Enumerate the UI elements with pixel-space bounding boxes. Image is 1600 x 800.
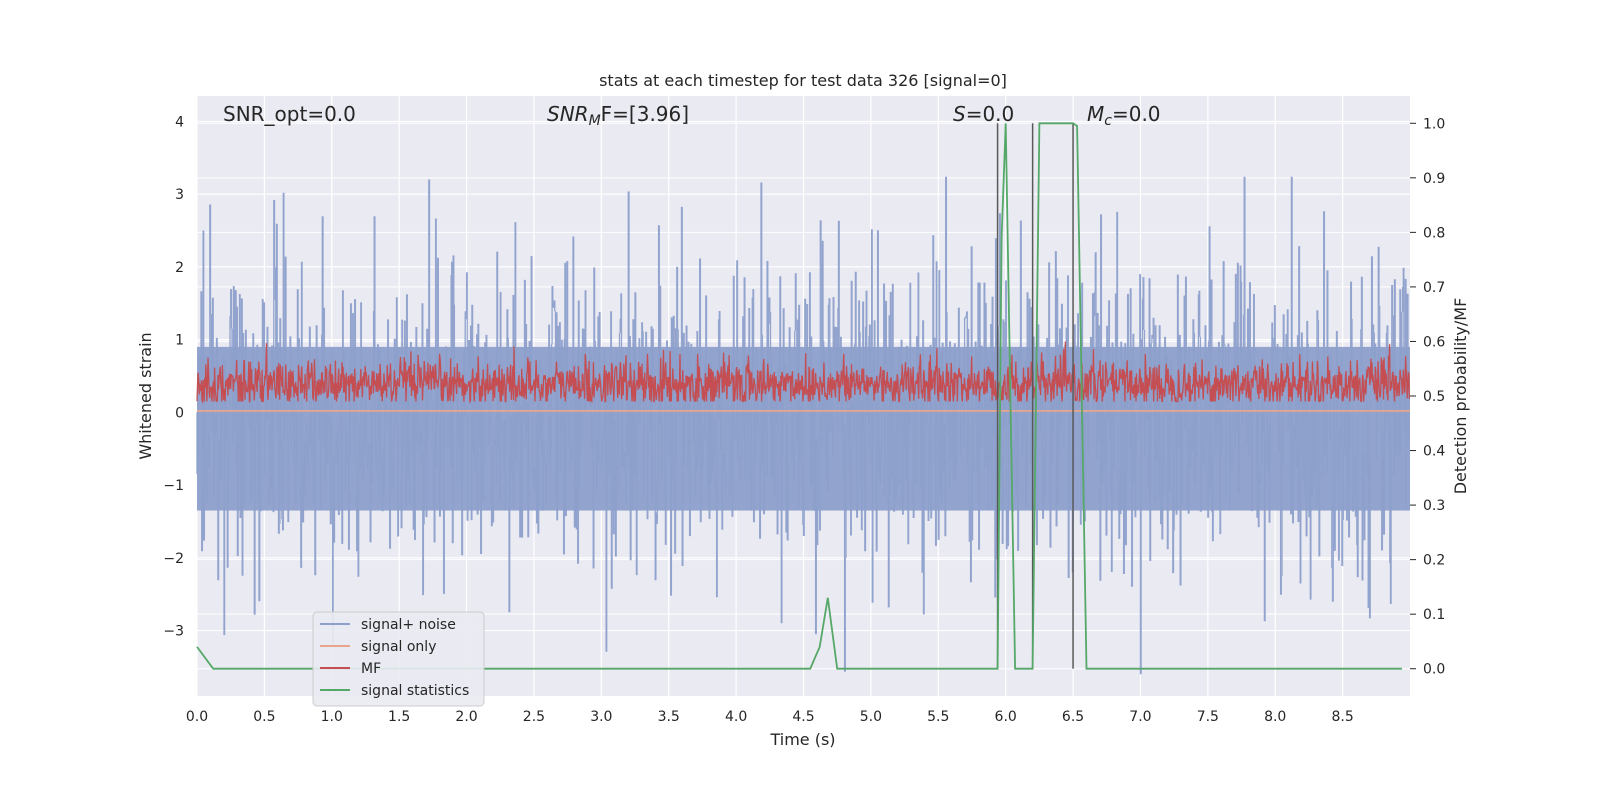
chart-title: stats at each timestep for test data 326… <box>599 71 1007 90</box>
x-tick-label: 0.5 <box>253 709 275 725</box>
x-tick-label: 1.0 <box>321 709 343 725</box>
x-tick-label: 2.5 <box>523 709 545 725</box>
y-right-tick-label: 0.7 <box>1423 280 1445 296</box>
y-tick-label: −3 <box>163 624 184 640</box>
y-axis-label: Whitened strain <box>136 332 155 459</box>
x-tick-label: 3.0 <box>590 709 612 725</box>
x-tick-label: 8.5 <box>1331 709 1353 725</box>
x-tick-label: 4.0 <box>725 709 747 725</box>
y-right-tick-label: 0.2 <box>1423 553 1445 569</box>
annotation-mc: Mc=0.0 <box>1087 102 1161 129</box>
y-right-tick-label: 0.9 <box>1423 171 1445 187</box>
y-tick-label: −2 <box>163 551 184 567</box>
y-tick-label: −1 <box>163 478 184 494</box>
x-tick-label: 1.5 <box>388 709 410 725</box>
mf-trace <box>196 341 1411 404</box>
y-tick-label: 1 <box>175 333 184 349</box>
x-tick-label: 7.5 <box>1197 709 1219 725</box>
y-tick-label: 3 <box>175 187 184 203</box>
signal-noise-core <box>197 346 1410 511</box>
x-tick-label: 4.5 <box>792 709 814 725</box>
y-tick-label: 0 <box>175 405 184 421</box>
y-right-tick-label: 0.5 <box>1423 389 1445 405</box>
annotation-mc-rest: =0.0 <box>1112 102 1161 126</box>
y-tick-label: 2 <box>175 260 184 276</box>
annotation-snr-opt: SNR_opt=0.0 <box>223 102 356 126</box>
y-right-tick-label: 0.4 <box>1423 444 1445 460</box>
x-tick-label: 3.5 <box>658 709 680 725</box>
annotation-mc-sub: c <box>1104 113 1112 129</box>
x-tick-label: 2.0 <box>455 709 477 725</box>
legend-label-signal-noise: signal+ noise <box>361 617 456 633</box>
annotation-mc-main: M <box>1087 102 1104 126</box>
y-right-tick-label: 1.0 <box>1423 116 1445 132</box>
y-axis-ticks: 4 3 2 1 0 −1 −2 −3 <box>163 114 184 639</box>
y-right-tick-label: 0.3 <box>1423 498 1445 514</box>
x-tick-label: 6.5 <box>1062 709 1084 725</box>
annotation-s-main: S <box>953 102 966 126</box>
y-right-tick-label: 0.1 <box>1423 607 1445 623</box>
x-tick-label: 5.5 <box>927 709 949 725</box>
annotation-snr-mf-main: SNR <box>547 102 589 126</box>
series-mf <box>196 341 1411 404</box>
legend: signal+ noise signal only MF signal stat… <box>312 611 485 707</box>
legend-label-mf: MF <box>361 661 381 677</box>
annotation-snr-mf-rest: F=[3.96] <box>601 102 689 126</box>
legend-label-signal-only: signal only <box>361 639 436 655</box>
y-right-axis-label: Detection probability/MF <box>1451 298 1470 495</box>
annotation-snr-mf-sub: M <box>589 113 601 129</box>
x-tick-label: 8.0 <box>1264 709 1286 725</box>
y-right-axis-ticks: 1.0 0.9 0.8 0.7 0.6 0.5 0.4 0.3 0.2 0.1 0.0 <box>1410 116 1445 678</box>
annotation-snr-mf: SNRMF=[3.96] <box>547 102 689 129</box>
x-tick-label: 6.0 <box>995 709 1017 725</box>
x-tick-label: 7.0 <box>1129 709 1151 725</box>
y-right-tick-label: 0.0 <box>1423 662 1445 678</box>
x-axis-ticks: 0.0 0.5 1.0 1.5 2.0 2.5 3.0 3.5 4.0 4.5 5.0 5.5 6.0 6… <box>186 709 1354 725</box>
y-tick-label: 4 <box>175 114 184 130</box>
annotation-s-rest: =0.0 <box>966 102 1015 126</box>
annotation-s: S=0.0 <box>953 102 1014 126</box>
x-axis-label: Time (s) <box>769 730 835 749</box>
y-right-tick-label: 0.6 <box>1423 334 1445 350</box>
x-tick-label: 0.0 <box>186 709 208 725</box>
legend-label-signal-statistics: signal statistics <box>361 683 469 699</box>
legend-box <box>312 611 485 707</box>
y-right-tick-label: 0.8 <box>1423 225 1445 241</box>
x-tick-label: 5.0 <box>860 709 882 725</box>
